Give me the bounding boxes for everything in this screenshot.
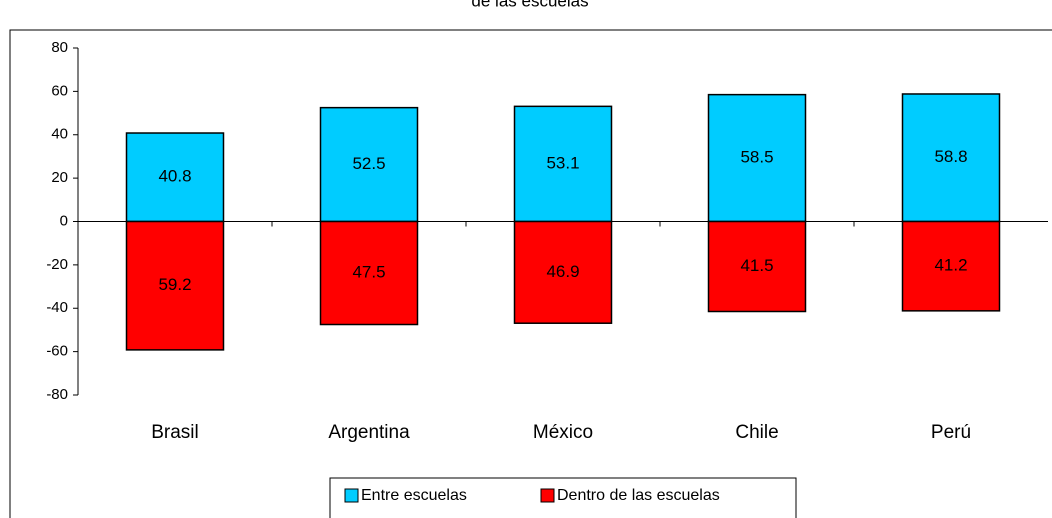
value-label: 40.8 — [158, 167, 191, 186]
value-label: 58.5 — [740, 148, 773, 167]
bar — [901, 220, 1001, 312]
chart-frame — [9, 29, 1052, 518]
y-tick-label: 20 — [51, 169, 68, 186]
legend-swatch — [540, 488, 555, 503]
x-tick-label: Argentina — [328, 422, 410, 443]
y-tick-label: -60 — [46, 343, 68, 360]
value-label: 41.5 — [740, 256, 773, 275]
y-tick-label: 60 — [51, 82, 68, 99]
y-tick-label: 0 — [60, 212, 68, 229]
y-tick-label: 80 — [51, 39, 68, 56]
chart-title: de las escuelas — [471, 0, 588, 10]
value-label: 59.2 — [158, 275, 191, 294]
value-label: 52.5 — [352, 154, 385, 173]
x-tick-label: Brasil — [151, 422, 199, 443]
x-tick-label: México — [533, 422, 593, 443]
legend-label: Entre escuelas — [361, 487, 467, 504]
legend-swatch — [344, 488, 359, 503]
value-label: 58.8 — [934, 147, 967, 166]
bar — [513, 105, 613, 223]
x-tick-label: Chile — [735, 422, 778, 443]
legend-label: Dentro de las escuelas — [557, 487, 720, 504]
y-tick-label: -20 — [46, 256, 68, 273]
y-tick-label: -40 — [46, 299, 68, 316]
value-label: 47.5 — [352, 262, 385, 281]
y-tick-label: -80 — [46, 386, 68, 403]
bar — [513, 220, 613, 324]
bar — [319, 106, 419, 223]
value-label: 41.2 — [934, 256, 967, 275]
value-label: 53.1 — [546, 153, 579, 172]
value-label: 46.9 — [546, 262, 579, 281]
x-tick-label: Perú — [931, 422, 971, 443]
bar — [125, 220, 225, 351]
legend-box — [329, 477, 797, 518]
bar — [125, 132, 225, 223]
bar — [901, 93, 1001, 223]
y-tick-label: 40 — [51, 126, 68, 143]
bar — [319, 220, 419, 326]
